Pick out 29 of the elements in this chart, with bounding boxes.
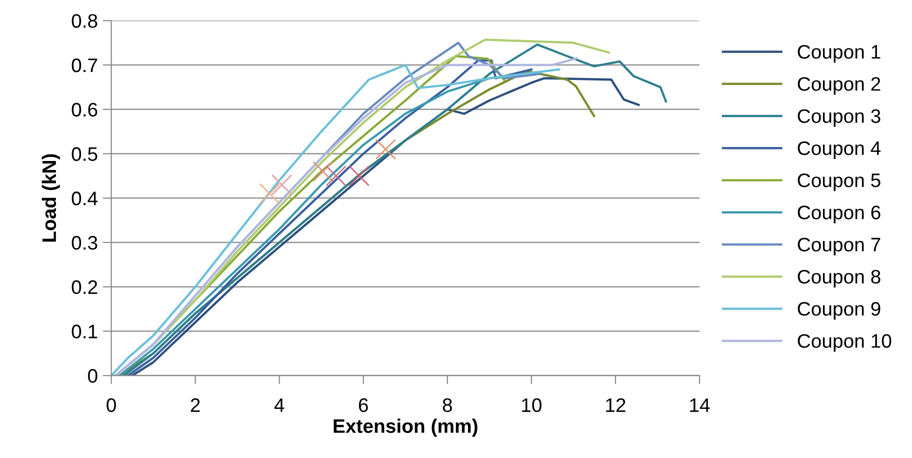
x-axis-title: Extension (mm)	[334, 418, 478, 437]
legend-label: Coupon 10	[798, 334, 892, 352]
y-tick-label: 0.5	[72, 147, 98, 161]
y-tick-label: 0.8	[72, 14, 98, 28]
x-tick-label: 8	[442, 398, 452, 412]
legend-label: Coupon 7	[798, 238, 880, 256]
legend-label: Coupon 8	[798, 270, 880, 288]
y-tick-label: 0.1	[72, 324, 98, 338]
y-tick-label: 0	[88, 369, 98, 383]
y-tick-label: 0.3	[72, 236, 98, 250]
y-tick-label: 0.4	[72, 192, 98, 206]
x-tick-label: 4	[274, 398, 284, 412]
legend-label: Coupon 4	[798, 141, 881, 159]
legend-label: Coupon 3	[798, 109, 880, 127]
x-tick-label: 10	[522, 398, 542, 412]
x-tick-label: 14	[690, 398, 710, 412]
legend-label: Coupon 2	[798, 77, 880, 95]
legend-label: Coupon 5	[798, 173, 880, 192]
legend-label: Coupon 9	[798, 302, 880, 320]
y-tick-label: 0.7	[72, 58, 98, 72]
x-tick-label: 6	[358, 398, 368, 412]
y-tick-label: 0.2	[72, 280, 98, 294]
y-tick-label: 0.6	[72, 102, 98, 117]
x-tick-label: 2	[190, 398, 200, 412]
legend-label: Coupon 6	[798, 206, 880, 224]
y-axis-title: Load (kN)	[42, 154, 60, 242]
x-tick-label: 0	[106, 398, 116, 412]
x-tick-label: 12	[606, 398, 626, 412]
legend-label: Coupon 1	[798, 44, 880, 63]
